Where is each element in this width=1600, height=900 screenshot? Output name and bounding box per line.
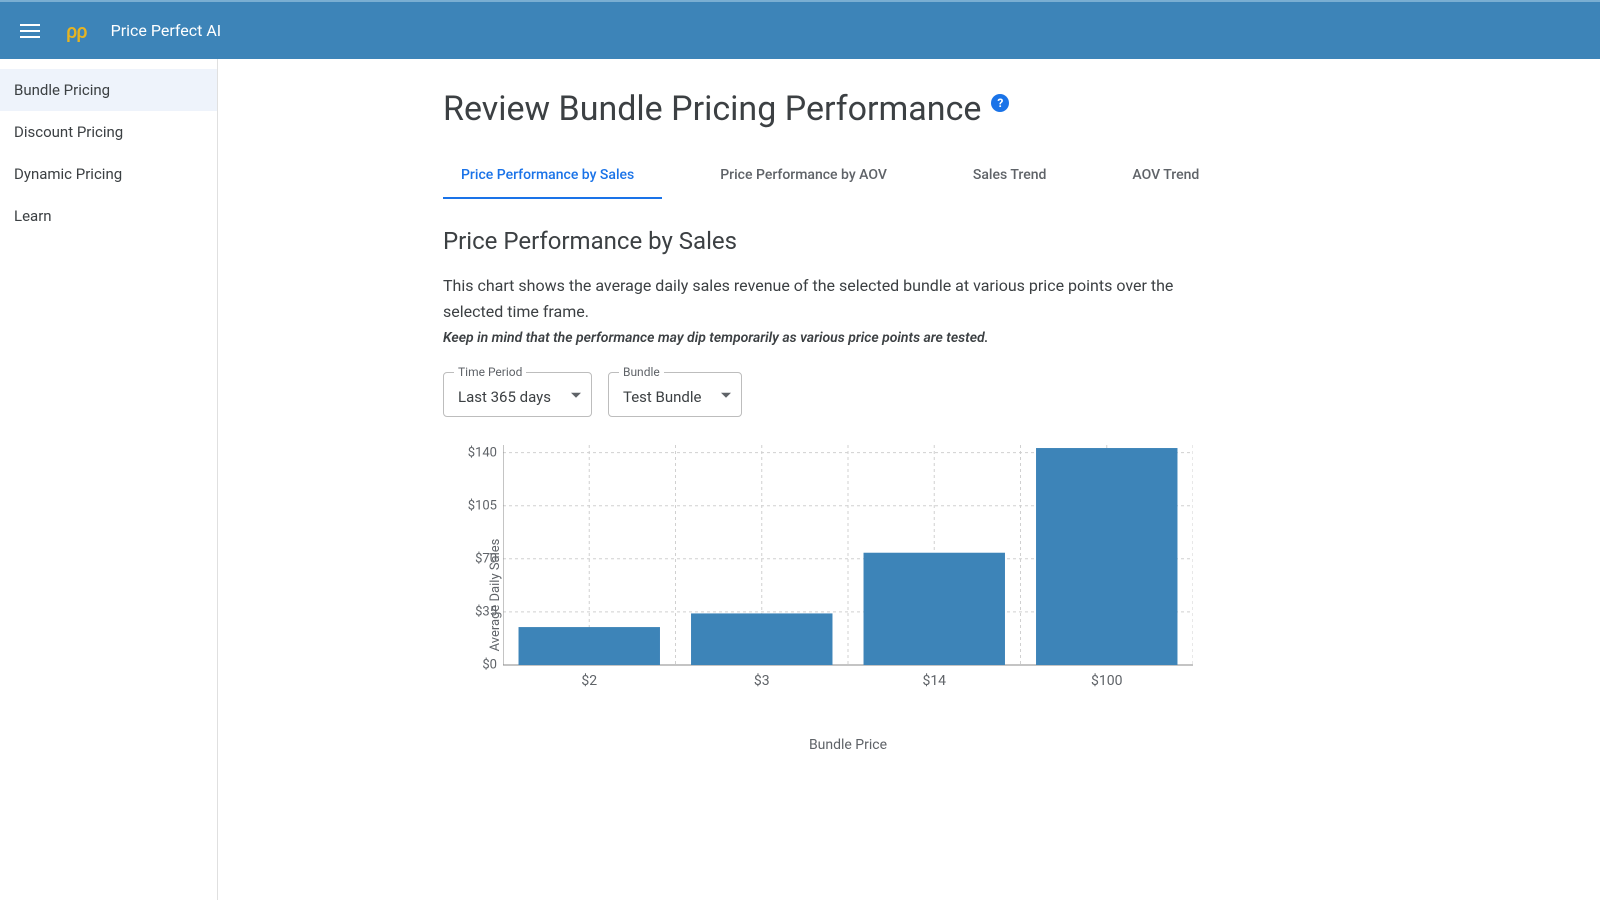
time-period-select[interactable]: Time Period Last 365 days	[443, 372, 592, 417]
sidebar-item-dynamic-pricing[interactable]: Dynamic Pricing	[0, 153, 217, 195]
chart-x-axis-label: Bundle Price	[503, 737, 1193, 753]
tab-sales-trend[interactable]: Sales Trend	[955, 157, 1075, 199]
section-title: Price Performance by Sales	[443, 227, 1550, 255]
hamburger-icon[interactable]	[18, 19, 42, 43]
bundle-value: Test Bundle	[623, 388, 702, 406]
bundle-select[interactable]: Bundle Test Bundle	[608, 372, 743, 417]
sidebar-item-discount-pricing[interactable]: Discount Pricing	[0, 111, 217, 153]
time-period-value: Last 365 days	[458, 388, 551, 406]
chart-x-tick: $14	[922, 673, 946, 689]
bar-chart: Average Daily Sales $0$35$70$105$140 $2$…	[443, 445, 1213, 745]
sidebar-item-learn[interactable]: Learn	[0, 195, 217, 237]
chart-y-tick: $140	[468, 445, 497, 460]
top-bar: ρρ Price Perfect AI	[0, 0, 1600, 59]
chevron-down-icon	[571, 392, 581, 397]
chart-y-tick: $0	[482, 658, 497, 673]
main-content: Review Bundle Pricing Performance ? Pric…	[218, 59, 1600, 900]
time-period-label: Time Period	[454, 365, 526, 379]
section-note: Keep in mind that the performance may di…	[443, 330, 1550, 346]
tab-price-by-sales[interactable]: Price Performance by Sales	[443, 157, 662, 199]
bundle-label: Bundle	[619, 365, 664, 379]
app-logo: ρρ	[66, 19, 87, 43]
section-description: This chart shows the average daily sales…	[443, 273, 1233, 324]
chart-y-tick: $35	[475, 605, 497, 620]
chart-y-tick: $70	[475, 551, 497, 566]
app-title: Price Perfect AI	[111, 21, 221, 40]
sidebar: Bundle Pricing Discount Pricing Dynamic …	[0, 59, 218, 900]
help-icon[interactable]: ?	[991, 94, 1009, 112]
tab-aov-trend[interactable]: AOV Trend	[1114, 157, 1227, 199]
chevron-down-icon	[721, 392, 731, 397]
sidebar-item-bundle-pricing[interactable]: Bundle Pricing	[0, 69, 217, 111]
chart-x-tick: $2	[581, 673, 597, 689]
tab-price-by-aov[interactable]: Price Performance by AOV	[702, 157, 915, 199]
page-title: Review Bundle Pricing Performance	[443, 89, 981, 129]
tabs: Price Performance by Sales Price Perform…	[443, 157, 1550, 199]
chart-y-tick: $105	[468, 498, 497, 513]
chart-plot-area	[503, 445, 1193, 667]
chart-x-tick: $100	[1091, 673, 1122, 689]
chart-x-tick: $3	[754, 673, 770, 689]
